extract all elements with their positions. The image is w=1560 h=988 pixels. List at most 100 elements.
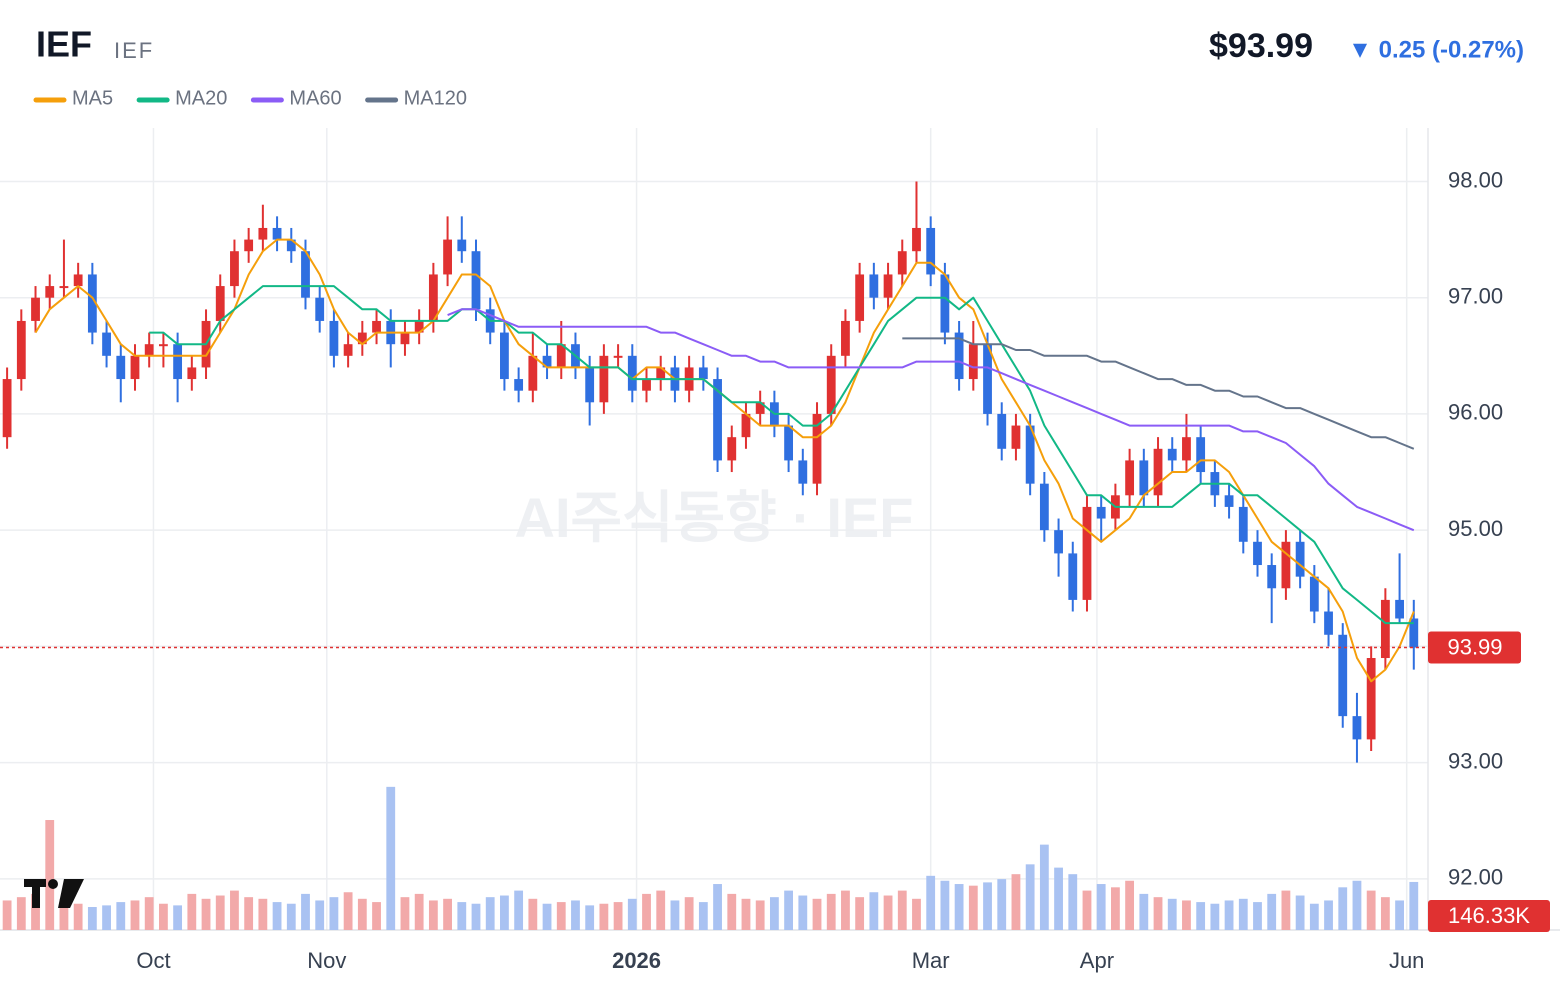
ticker-subtitle: IEF xyxy=(114,38,154,63)
candle-body xyxy=(1011,425,1021,449)
candle-body xyxy=(585,367,595,403)
candle-body xyxy=(329,320,339,356)
candle-body xyxy=(73,274,83,287)
candle-body xyxy=(1324,611,1333,635)
volume-bar xyxy=(130,900,140,930)
volume-bar xyxy=(315,900,325,930)
candle-body xyxy=(59,286,69,289)
watermark: AI주식동향 · IEF xyxy=(515,486,914,549)
candle-body xyxy=(812,413,822,484)
candle-body xyxy=(428,274,438,321)
volume-bar xyxy=(1139,893,1149,930)
candle-body xyxy=(187,367,197,380)
x-tick-label: 2026 xyxy=(612,948,661,973)
price-badge-label: 93.99 xyxy=(1447,634,1502,659)
candle-body xyxy=(116,355,126,380)
volume-bar xyxy=(514,890,524,930)
candle-body xyxy=(1253,541,1262,566)
volume-bar xyxy=(73,903,83,930)
volume-bar xyxy=(102,905,111,930)
volume-bar xyxy=(627,898,637,930)
candle-body xyxy=(798,460,808,484)
candle-body xyxy=(286,239,296,252)
candle-body xyxy=(954,332,964,380)
volume-bar xyxy=(173,905,183,930)
volume-bar xyxy=(1039,844,1049,930)
volume-bar xyxy=(428,900,438,930)
candle-body xyxy=(443,239,452,275)
volume-bar xyxy=(954,884,964,930)
volume-bar xyxy=(1167,898,1177,930)
volume-bar xyxy=(1182,900,1191,930)
candle-body xyxy=(400,332,410,345)
candle-body xyxy=(45,286,55,298)
candle-body xyxy=(1366,658,1376,740)
candle-body xyxy=(983,344,992,414)
volume-bar xyxy=(613,902,623,930)
candle-body xyxy=(912,227,921,252)
candle-body xyxy=(897,251,907,275)
candle-body xyxy=(258,227,268,240)
candle-body xyxy=(158,344,168,347)
volume-bar xyxy=(713,884,722,930)
price-badge xyxy=(1428,631,1521,664)
candle-body xyxy=(1139,460,1149,496)
volume-bar xyxy=(158,903,168,930)
candle-body xyxy=(414,320,424,333)
candle-body xyxy=(343,344,353,356)
candle-body xyxy=(31,297,40,321)
y-tick-label: 93.00 xyxy=(1448,748,1503,773)
price: $93.99 xyxy=(1209,27,1313,65)
volume-bar xyxy=(826,893,836,930)
candle-body xyxy=(627,355,637,391)
candle-body xyxy=(87,274,97,333)
candle-body xyxy=(457,239,467,252)
volume-bar xyxy=(116,902,126,930)
logo-part xyxy=(32,879,40,908)
candle-body xyxy=(869,274,879,298)
plot: 92.0093.0094.0095.0096.0097.0098.00OctNo… xyxy=(0,87,1560,973)
volume-bar xyxy=(769,897,779,930)
ticker-title: IEF xyxy=(36,24,92,65)
candle-body xyxy=(230,251,239,287)
x-tick-label: Oct xyxy=(136,948,170,973)
volume-bar xyxy=(812,898,822,930)
candle-body xyxy=(698,367,708,380)
x-tick-label: Apr xyxy=(1080,948,1114,973)
volume-bar xyxy=(1224,900,1234,930)
candle-body xyxy=(1309,576,1319,612)
candle-body xyxy=(173,344,183,380)
candle-body xyxy=(102,332,111,356)
volume-bar xyxy=(1054,867,1063,930)
volume-bar xyxy=(997,879,1007,930)
candle-body xyxy=(1352,716,1362,740)
candle-body xyxy=(1196,437,1206,473)
volume-bar xyxy=(912,898,921,930)
candle-body xyxy=(968,344,978,380)
volume-bar xyxy=(471,903,481,930)
volume-bar xyxy=(684,897,694,930)
volume-bar xyxy=(343,892,353,930)
volume-bar xyxy=(301,893,310,930)
candle-body xyxy=(826,355,836,414)
volume-bar xyxy=(1082,890,1092,930)
volume-bar xyxy=(1253,902,1262,930)
candle-body xyxy=(1380,599,1390,659)
volume-bar xyxy=(1068,874,1078,930)
legend-label: MA60 xyxy=(289,87,341,109)
volume-bar xyxy=(31,893,40,930)
ma-line xyxy=(447,308,1415,532)
volume-bar xyxy=(869,892,879,930)
candle-body xyxy=(1096,506,1106,519)
volume-bar xyxy=(755,900,765,930)
candle-body xyxy=(244,239,254,252)
volume-bar xyxy=(784,890,794,930)
volume-bar xyxy=(187,893,197,930)
candle-body xyxy=(357,332,367,345)
logo-part xyxy=(48,879,58,889)
candle-body xyxy=(272,227,282,240)
volume-bar xyxy=(1338,887,1348,930)
candle-body xyxy=(1395,599,1404,619)
y-tick-label: 95.00 xyxy=(1448,516,1503,541)
candle-body xyxy=(784,425,794,461)
